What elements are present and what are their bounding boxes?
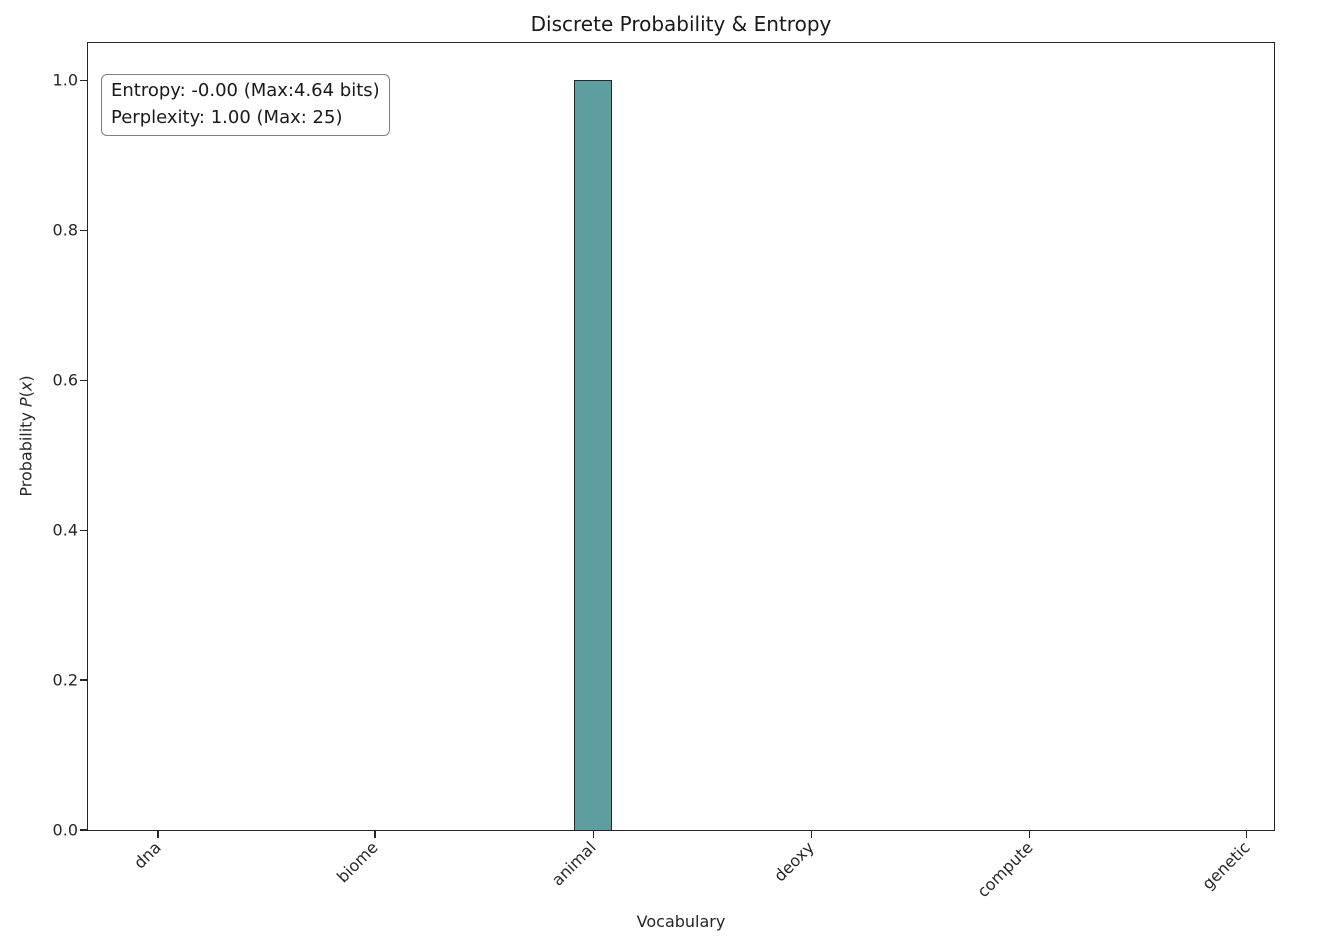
- y-axis-label: Probability P(x): [17, 375, 36, 496]
- x-tick-label: biome: [333, 837, 382, 887]
- y-tick-mark: [80, 229, 87, 231]
- x-tick-mark: [374, 831, 376, 838]
- x-tick-label: compute: [973, 837, 1037, 902]
- x-tick-mark: [1246, 831, 1248, 838]
- y-tick-mark: [80, 529, 87, 531]
- y-axis-label-math-p: P: [16, 397, 36, 407]
- chart-title: Discrete Probability & Entropy: [530, 12, 832, 36]
- x-tick-label: dna: [129, 837, 165, 873]
- annotation-line-entropy: Entropy: -0.00 (Max:4.64 bits): [111, 80, 380, 101]
- y-axis-label-text: Probability: [16, 406, 36, 497]
- x-tick-mark: [810, 831, 813, 838]
- y-tick-mark: [80, 379, 87, 381]
- y-tick-mark: [80, 679, 87, 681]
- y-tick-label: 0.2: [52, 670, 78, 690]
- y-tick-label: 1.0: [52, 70, 78, 90]
- y-tick-label: 0.4: [52, 520, 78, 540]
- plot-area: Entropy: -0.00 (Max:4.64 bits) Perplexit…: [53, 42, 1275, 901]
- x-tick-label: animal: [548, 837, 600, 890]
- y-axis-label-paren-open: (: [16, 391, 36, 398]
- y-tick-mark: [80, 829, 87, 831]
- x-tick-label: genetic: [1197, 837, 1254, 894]
- y-axis-label-paren-close: ): [16, 375, 36, 382]
- annotation-line-perplexity: Perplexity: 1.00 (Max: 25): [111, 107, 343, 128]
- y-tick-mark: [80, 79, 87, 82]
- x-tick-mark: [592, 831, 594, 838]
- annotation-box: Entropy: -0.00 (Max:4.64 bits) Perplexit…: [101, 74, 390, 136]
- y-tick-label: 0.0: [52, 820, 78, 840]
- x-tick-mark: [1029, 831, 1031, 838]
- x-axis-label: Vocabulary: [636, 912, 726, 931]
- probability-bar: [574, 80, 613, 830]
- x-tick-mark: [157, 831, 159, 838]
- y-axis-label-math-x: x: [16, 381, 36, 392]
- x-tick-label: deoxy: [770, 837, 819, 886]
- y-tick-label: 0.6: [52, 370, 78, 390]
- y-tick-label: 0.8: [52, 220, 78, 240]
